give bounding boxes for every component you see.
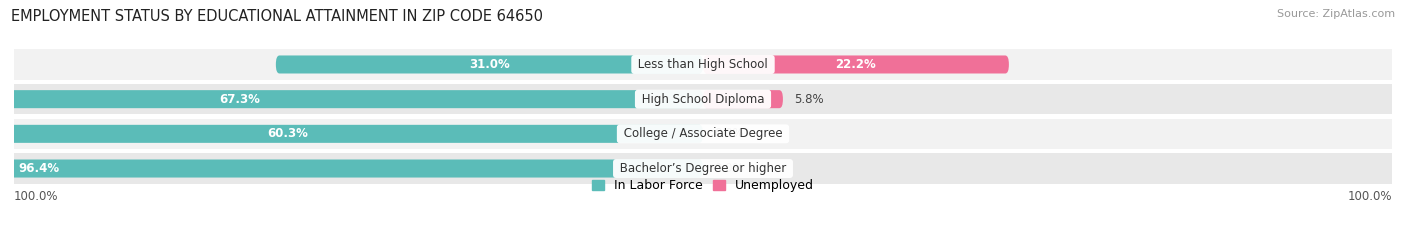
Text: 22.2%: 22.2% (835, 58, 876, 71)
Bar (14, 84, 1392, 114)
Text: 100.0%: 100.0% (1347, 190, 1392, 203)
Text: Bachelor’s Degree or higher: Bachelor’s Degree or higher (616, 162, 790, 175)
Text: 67.3%: 67.3% (219, 93, 260, 106)
Legend: In Labor Force, Unemployed: In Labor Force, Unemployed (592, 179, 814, 192)
Text: Less than High School: Less than High School (634, 58, 772, 71)
Text: Source: ZipAtlas.com: Source: ZipAtlas.com (1277, 9, 1395, 19)
Text: 0.0%: 0.0% (714, 127, 744, 140)
Text: High School Diploma: High School Diploma (638, 93, 768, 106)
Bar (14, 119, 1392, 149)
FancyBboxPatch shape (0, 125, 703, 143)
Text: EMPLOYMENT STATUS BY EDUCATIONAL ATTAINMENT IN ZIP CODE 64650: EMPLOYMENT STATUS BY EDUCATIONAL ATTAINM… (11, 9, 543, 24)
Text: 60.3%: 60.3% (267, 127, 308, 140)
FancyBboxPatch shape (703, 55, 1010, 73)
FancyBboxPatch shape (276, 55, 703, 73)
Text: 5.8%: 5.8% (794, 93, 824, 106)
Bar (14, 49, 1392, 80)
Text: 100.0%: 100.0% (14, 190, 59, 203)
Text: 0.0%: 0.0% (714, 162, 744, 175)
Text: College / Associate Degree: College / Associate Degree (620, 127, 786, 140)
FancyBboxPatch shape (0, 160, 703, 178)
Bar (14, 153, 1392, 184)
FancyBboxPatch shape (703, 90, 783, 108)
Text: 31.0%: 31.0% (470, 58, 510, 71)
Text: 96.4%: 96.4% (18, 162, 59, 175)
FancyBboxPatch shape (0, 90, 703, 108)
